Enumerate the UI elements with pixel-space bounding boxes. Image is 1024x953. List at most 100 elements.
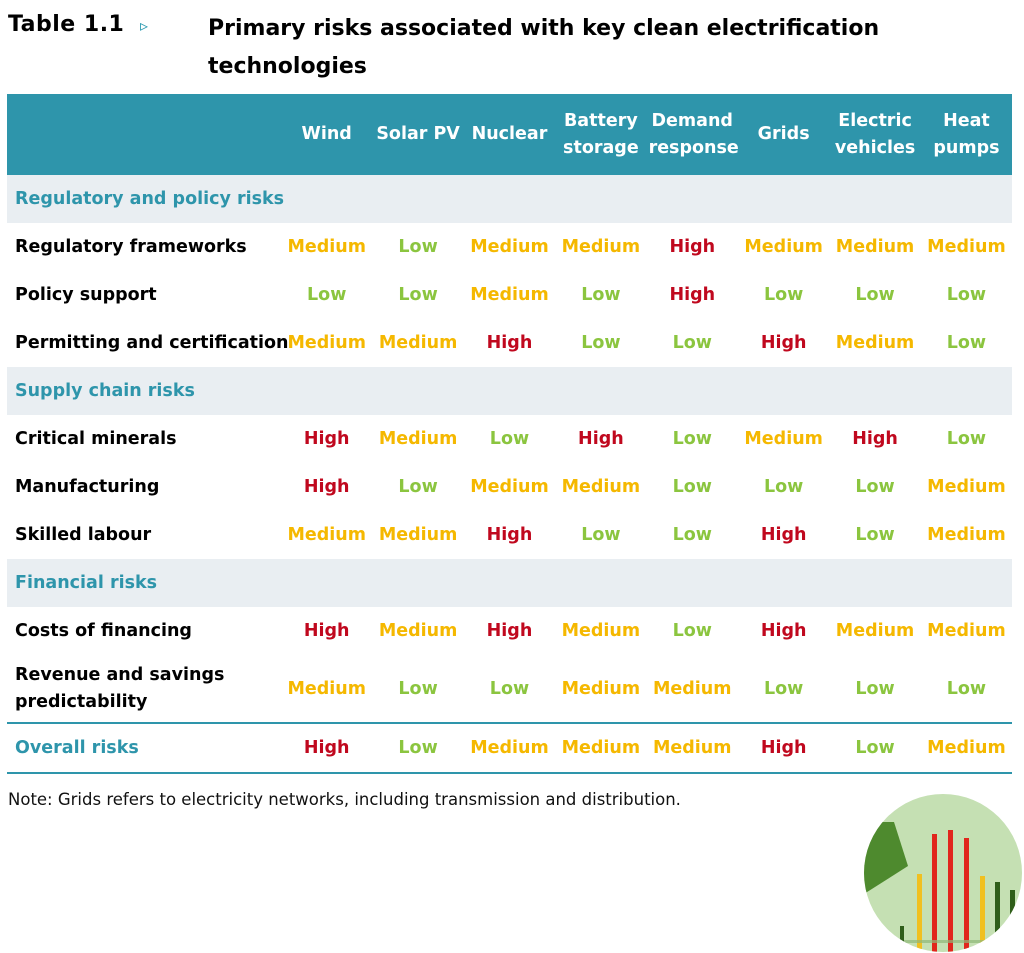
risk-level-cell: Low [855, 738, 895, 758]
header-row: Wind Solar PV Nuclear Battery storage Demand r… [7, 94, 1013, 175]
risk-level-cell: High [578, 429, 624, 449]
risk-level-cell: High [760, 621, 807, 641]
column-header: Nuclear [464, 94, 555, 175]
table-row: Permitting and certification Medium Medium… [7, 319, 1012, 367]
risk-level-cell: Medium [378, 621, 458, 641]
risk-level-cell: Low [672, 525, 712, 545]
table-title: Primary risks associated with key clean … [208, 16, 880, 79]
column-header: Solar PV [372, 94, 463, 175]
risk-level-cell: Medium [287, 678, 366, 699]
row-label-line: predictability [15, 691, 148, 712]
risk-level-cell: Low [489, 429, 530, 449]
risk-level-cell: Low [946, 285, 987, 305]
risk-level-cell: Low [398, 237, 438, 257]
risk-level-cell: Medium [561, 477, 641, 497]
risk-level-cell: High [760, 525, 807, 545]
column-header-line: Electric [838, 110, 912, 131]
risk-level-cell: Low [855, 285, 895, 305]
risk-level-cell: Low [763, 477, 804, 497]
column-header-line: pumps [933, 137, 1000, 158]
row-label: Revenue and savings predictability [7, 655, 281, 723]
table-row: Costs of financing High Medium High Medium Lo… [7, 607, 1012, 655]
risk-level-cell: Medium [927, 738, 1006, 758]
column-header-line: Demand [651, 110, 733, 131]
section-row: Supply chain risks [7, 367, 1013, 415]
column-header-line: Nuclear [471, 124, 548, 144]
risk-level-cell: Medium [470, 738, 549, 758]
column-header: Wind [281, 94, 372, 175]
risk-level-cell: High [486, 525, 533, 545]
risk-level-cell: Medium [744, 237, 823, 257]
column-header-line: Wind [301, 124, 352, 144]
section-row: Regulatory and policy risks [7, 175, 1013, 223]
column-header-line: response [648, 137, 739, 158]
row-label-line: Critical minerals [15, 428, 177, 449]
risk-level-cell: Low [763, 285, 804, 305]
table-row: Revenue and savings predictability Medium L… [7, 655, 1012, 723]
row-label-line: Costs of financing [15, 620, 192, 641]
risk-level-cell: Low [398, 678, 438, 699]
risk-level-cell: Medium [378, 333, 458, 353]
row-label-line: Policy support [15, 284, 157, 305]
column-header: Heat pumps [921, 94, 1012, 175]
risk-level-cell: High [303, 621, 350, 641]
row-label: Costs of financing [7, 607, 281, 655]
risk-level-cell: Medium [561, 621, 641, 641]
risk-level-cell: Medium [287, 525, 366, 545]
risk-level-cell: Low [672, 477, 712, 497]
risk-level-cell: Low [672, 333, 712, 353]
energy-bars-logo-icon [864, 794, 1022, 952]
risk-level-cell: Low [946, 429, 987, 449]
risk-level-cell: Low [398, 738, 438, 758]
table-number: Table 1.1 [8, 12, 125, 37]
risk-level-cell: Low [946, 333, 987, 353]
risk-level-cell: Medium [470, 477, 549, 497]
risk-level-cell: High [486, 621, 533, 641]
risk-level-cell: Medium [835, 621, 915, 641]
table-row: Regulatory frameworks Medium Low Medium Medi… [7, 223, 1012, 271]
risk-level-cell: Medium [653, 738, 732, 758]
risk-level-cell: Medium [287, 237, 366, 257]
column-header-line: Grids [757, 124, 810, 144]
risk-level-cell: Low [489, 678, 530, 699]
table-note: Note: Grids refers to electricity networ… [8, 790, 681, 809]
risk-table: Wind Solar PV Nuclear Battery storage Demand r… [7, 94, 1013, 774]
risk-level-cell: High [760, 738, 807, 758]
risk-level-cell: Low [398, 285, 438, 305]
risk-level-cell: Medium [835, 237, 915, 257]
risk-level-cell: Medium [561, 738, 641, 758]
column-header-line: Battery [563, 110, 638, 131]
risk-level-cell: High [303, 477, 350, 497]
risk-level-cell: Medium [287, 333, 366, 353]
risk-level-cell: Medium [378, 429, 458, 449]
column-header: Grids [738, 94, 829, 175]
risk-level-cell: High [486, 333, 533, 353]
risk-level-cell: Medium [470, 285, 549, 305]
table-header: Wind Solar PV Nuclear Battery storage Demand r… [7, 94, 1013, 175]
table-row: Policy support Low Low Medium Low High Low Low L… [7, 271, 1012, 319]
table-caption: Table 1.1 ▹ Primary risks associated wit… [8, 6, 1008, 86]
risk-level-cell: Low [763, 678, 804, 699]
column-header-line: Heat [943, 110, 990, 131]
table-row: Critical minerals High Medium Low High Low Med… [7, 415, 1012, 463]
row-label: Policy support [7, 271, 281, 319]
risk-level-cell: Low [855, 525, 895, 545]
column-header-line: Solar PV [376, 124, 460, 144]
row-label-line: Skilled labour [15, 524, 152, 545]
row-label-line: Manufacturing [15, 476, 160, 497]
overall-label: Overall risks [15, 737, 139, 758]
caption-arrow-icon: ▹ [140, 16, 149, 35]
risk-level-cell: Medium [927, 525, 1006, 545]
column-header: Battery storage [555, 94, 646, 175]
column-header: Electric vehicles [829, 94, 920, 175]
table-row: Manufacturing High Low Medium Medium Low Low Lo… [7, 463, 1012, 511]
risk-level-cell: Low [581, 285, 621, 305]
section-title: Supply chain risks [15, 381, 195, 401]
overall-row: Overall risks High Low Medium Medium Medium Hi… [7, 723, 1013, 773]
column-header-line: vehicles [834, 137, 916, 158]
risk-level-cell: Low [855, 678, 895, 699]
risk-level-cell: Medium [378, 525, 458, 545]
row-label: Skilled labour [7, 511, 281, 559]
row-label: Regulatory frameworks [7, 223, 281, 271]
row-label: Critical minerals [7, 415, 281, 463]
